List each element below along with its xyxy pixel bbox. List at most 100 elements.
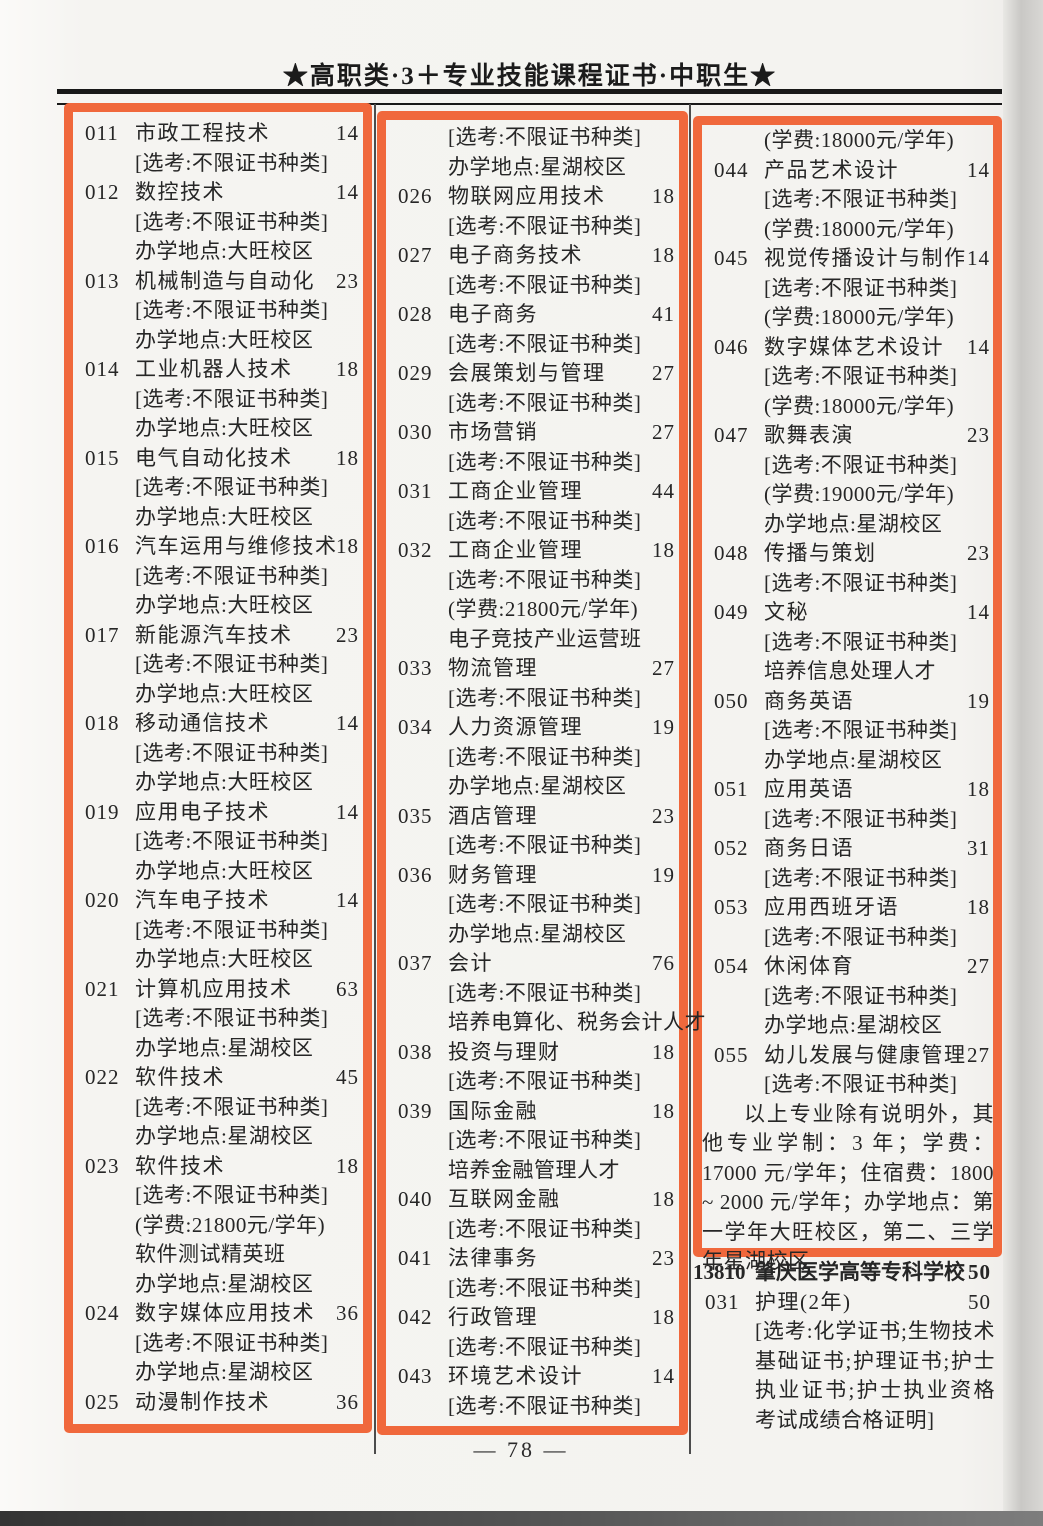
header-double-rule xyxy=(57,89,1002,105)
program-detail: (学费:18000元/学年) xyxy=(764,216,955,241)
program-quota: 14 xyxy=(652,1364,675,1388)
program-entry: 027 电子商务技术 18 xyxy=(386,241,679,271)
program-entry: 011 市政工程技术 14 xyxy=(73,119,363,149)
program-entry: 013 机械制造与自动化 23 xyxy=(73,267,363,297)
program-quota: 18 xyxy=(652,1039,675,1064)
program-code: 043 xyxy=(398,1364,433,1388)
school-section: 13810 肇庆医学高等专科学校 50 031 护理(2年) 50 [选考:化学证书;生物技… xyxy=(693,1258,995,1435)
program-detail: [选考:不限证书种类] xyxy=(448,567,642,592)
program-detail: [选考:不限证书种类] xyxy=(135,150,329,175)
program-entry: 050 商务英语 19 xyxy=(702,687,994,717)
school-name: 肇庆医学高等专科学校 xyxy=(755,1260,965,1284)
program-name: 工商企业管理 xyxy=(448,479,583,503)
program-column-3: (学费:18000元/学年) 044 产品艺术设计 14 [选考:不限证书种类] (学费:… xyxy=(702,126,994,1277)
program-code: 026 xyxy=(398,184,433,208)
program-detail: 办学地点:大旺校区 xyxy=(135,593,314,617)
program-code: 015 xyxy=(85,445,120,470)
program-quota: 18 xyxy=(652,1305,675,1329)
program-name: 文秘 xyxy=(764,600,809,624)
program-quota: 36 xyxy=(336,1301,359,1325)
program-quota: 14 xyxy=(967,334,990,359)
program-name: 法律事务 xyxy=(448,1246,538,1270)
program-detail: [选考:不限证书种类] xyxy=(135,1330,329,1355)
program-name: 数控技术 xyxy=(135,180,225,204)
program-entry: 036 财务管理 19 xyxy=(386,861,679,891)
program-detail: 办学地点:大旺校区 xyxy=(135,327,314,352)
program-quota: 18 xyxy=(336,357,359,381)
program-detail: [选考:不限证书种类] xyxy=(135,209,329,234)
highlight-box-column-3 xyxy=(693,116,1002,1257)
program-quota: 44 xyxy=(652,479,675,503)
program-quota: 14 xyxy=(336,888,359,912)
program-quota: 18 xyxy=(652,538,675,562)
program-detail: [选考:不限证书种类] xyxy=(448,833,642,857)
program-code: 011 xyxy=(85,121,119,145)
program-detail: [选考:不限证书种类] xyxy=(764,718,958,742)
program-quota: 23 xyxy=(336,268,359,293)
program-name: 护理(2年) xyxy=(755,1289,852,1314)
program-name: 国际金融 xyxy=(448,1098,538,1123)
program-quota: 18 xyxy=(652,184,675,208)
program-detail: 办学地点:大旺校区 xyxy=(135,681,314,706)
program-code: 049 xyxy=(714,600,749,624)
program-code: 038 xyxy=(398,1039,433,1064)
program-quota: 14 xyxy=(336,121,359,145)
program-code: 033 xyxy=(398,656,433,680)
program-quota: 45 xyxy=(336,1065,359,1089)
program-detail: [选考:不限证书种类] xyxy=(135,1006,329,1030)
program-column-2: [选考:不限证书种类] 办学地点:星湖校区 026 物联网应用技术 18 [选考:不限证书… xyxy=(386,123,706,1421)
program-entry: 022 软件技术 45 xyxy=(73,1063,363,1093)
program-name: 电子商务技术 xyxy=(448,243,583,267)
certificate-requirements-note: [选考:化学证书;生物技术基础证书;护理证书;护士执业证书;护士执业资格考试成绩… xyxy=(755,1319,995,1432)
program-detail: [选考:不限证书种类] xyxy=(135,652,329,676)
program-detail: [选考:不限证书种类] xyxy=(448,449,642,474)
program-name: 投资与理财 xyxy=(448,1039,561,1064)
program-code: 028 xyxy=(398,302,433,326)
program-detail: [选考:不限证书种类] xyxy=(448,1128,642,1152)
program-code: 051 xyxy=(714,777,749,801)
program-detail: 办学地点:星湖校区 xyxy=(448,921,627,946)
program-code: 050 xyxy=(714,688,749,713)
program-code: 030 xyxy=(398,420,433,444)
program-entry: 025 动漫制作技术 36 xyxy=(73,1388,363,1418)
program-detail: [选考:不限证书种类] xyxy=(448,331,642,356)
program-code: 037 xyxy=(398,951,433,975)
program-quota: 27 xyxy=(967,954,990,978)
program-entry: 041 法律事务 23 xyxy=(386,1244,679,1274)
program-entry: 051 应用英语 18 xyxy=(702,775,994,805)
program-name: 应用英语 xyxy=(764,777,854,801)
program-name: 新能源汽车技术 xyxy=(135,622,293,647)
program-quota: 18 xyxy=(652,1098,675,1123)
program-code: 039 xyxy=(398,1098,433,1123)
program-name: 传播与策划 xyxy=(764,541,877,565)
program-name: 工业机器人技术 xyxy=(135,357,293,381)
highlight-box-column-1 xyxy=(64,103,372,1433)
program-code: 031 xyxy=(398,479,433,503)
program-detail: 办学地点:星湖校区 xyxy=(135,1035,314,1060)
program-detail: 办学地点:星湖校区 xyxy=(135,1124,314,1148)
program-code: 013 xyxy=(85,268,120,293)
program-quota: 14 xyxy=(336,799,359,824)
program-quota: 14 xyxy=(967,246,990,270)
program-detail: 培养电算化、税务会计人才 xyxy=(448,1010,706,1034)
program-detail: (学费:21800元/学年) xyxy=(135,1212,326,1237)
program-entry: 049 文秘 14 xyxy=(702,598,994,628)
program-code: 040 xyxy=(398,1187,433,1211)
program-code: 054 xyxy=(714,954,749,978)
program-quota: 18 xyxy=(336,445,359,470)
program-detail: [选考:不限证书种类] xyxy=(448,390,642,415)
program-code: 016 xyxy=(85,534,120,558)
program-detail: [选考:不限证书种类] xyxy=(448,980,642,1005)
program-code: 036 xyxy=(398,862,433,887)
program-detail: (学费:18000元/学年) xyxy=(764,305,955,329)
program-detail: 办学地点:大旺校区 xyxy=(135,947,314,971)
program-entry: 024 数字媒体应用技术 36 xyxy=(73,1299,363,1329)
program-entry: 038 投资与理财 18 xyxy=(386,1038,679,1068)
program-detail: [选考:不限证书种类] xyxy=(764,806,958,831)
program-quota: 41 xyxy=(652,302,675,326)
program-entry: 040 互联网金融 18 xyxy=(386,1185,679,1215)
program-quota: 27 xyxy=(652,361,675,385)
program-name: 物流管理 xyxy=(448,656,538,680)
program-entry: 028 电子商务 41 xyxy=(386,300,679,330)
program-detail: [选考:不限证书种类] xyxy=(764,983,958,1008)
